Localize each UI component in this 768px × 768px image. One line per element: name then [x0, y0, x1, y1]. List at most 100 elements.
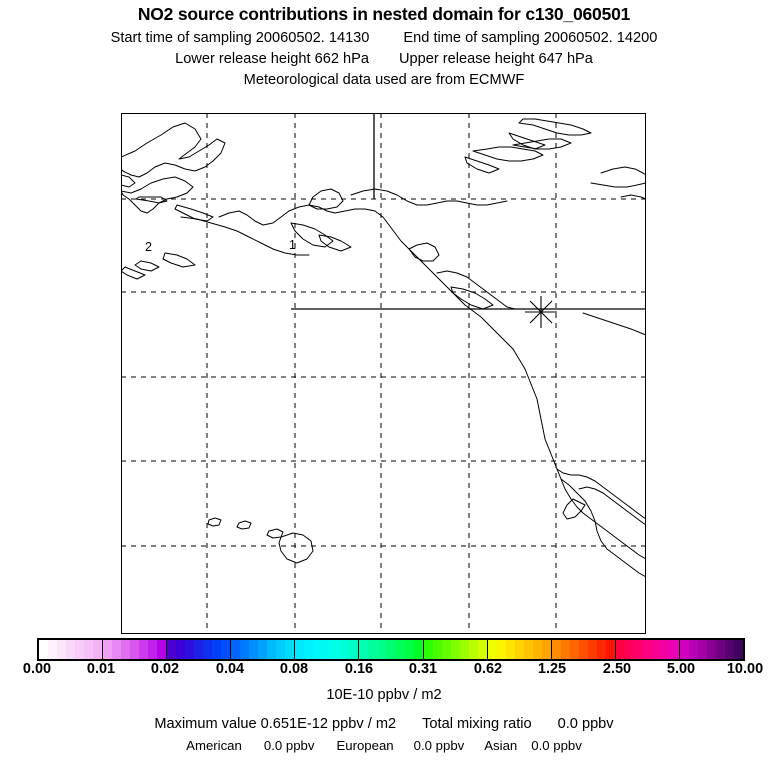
page-title: NO2 source contributions in nested domai…: [137, 4, 631, 24]
colorbar-tick-1: 0.01: [86, 661, 116, 677]
colorbar-band-7-2: [505, 640, 515, 659]
colorbar-band-2-6: [221, 640, 231, 659]
colorbar-band-3-0: [231, 640, 241, 659]
colorbar-band-1-6: [157, 640, 167, 659]
colorbar-band-2-3: [194, 640, 204, 659]
colorbar-band-5-0: [359, 640, 369, 659]
colorbar-band-2-2: [185, 640, 195, 659]
colorbar-band-0-0: [39, 640, 49, 659]
plot-header: NO2 source contributions in nested domai…: [0, 0, 768, 88]
colorbar-band-8-5: [596, 640, 606, 659]
colorbar-band-0-1: [48, 640, 58, 659]
colorbar-band-2-1: [176, 640, 186, 659]
colorbar-band-4-4: [331, 640, 341, 659]
colorbar-band-3-3: [258, 640, 268, 659]
colorbar-tick-3: 0.04: [215, 661, 245, 677]
map-panel[interactable]: 1 2: [121, 113, 646, 634]
colorbar-band-0-6: [93, 640, 103, 659]
colorbar-band-9-2: [633, 640, 643, 659]
colorbar-band-10-4: [716, 640, 726, 659]
colorbar-tick-11: 10.00: [726, 661, 764, 677]
colorbar-band-5-6: [413, 640, 423, 659]
colorbar-band-5-5: [404, 640, 414, 659]
colorbar-segment-0: [39, 640, 104, 659]
map-coastlines: [121, 118, 646, 578]
colorbar-band-7-5: [532, 640, 542, 659]
colorbar-segment-5: [359, 640, 424, 659]
colorbar-band-3-5: [276, 640, 286, 659]
map-frame: [121, 113, 646, 634]
colorbar-tick-4: 0.08: [279, 661, 309, 677]
colorbar-tick-5: 0.16: [344, 661, 374, 677]
colorbar-band-9-6: [669, 640, 679, 659]
colorbar-band-10-1: [688, 640, 698, 659]
colorbar-band-10-0: [679, 640, 689, 659]
colorbar-band-1-2: [121, 640, 131, 659]
colorbar-segment-4: [295, 640, 360, 659]
colorbar-band-3-2: [249, 640, 259, 659]
grid-label-1: 1: [289, 238, 296, 252]
european-value: 0.0 ppbv: [413, 738, 465, 753]
colorbar-segment-7: [487, 640, 552, 659]
colorbar-band-1-1: [112, 640, 122, 659]
colorbar-band-4-3: [322, 640, 332, 659]
colorbar-band-8-4: [587, 640, 597, 659]
grid-label-2: 2: [145, 240, 152, 254]
lower-release-height-label: Lower release height 662 hPa: [175, 51, 369, 67]
release-site-star: [525, 296, 557, 328]
colorbar-band-9-1: [624, 640, 634, 659]
colorbar-band-7-4: [523, 640, 533, 659]
colorbar-segment-6: [423, 640, 488, 659]
colorbar-band-5-4: [395, 640, 405, 659]
colorbar-band-0-3: [66, 640, 76, 659]
colorbar-band-0-5: [84, 640, 94, 659]
met-data-label: Meteorological data used are from ECMWF: [243, 72, 525, 88]
colorbar-band-4-6: [349, 640, 359, 659]
colorbar-band-2-4: [203, 640, 213, 659]
summary-line: Maximum value 0.651E-12 ppbv / m2 Total m…: [0, 716, 768, 732]
colorbar-band-6-5: [468, 640, 478, 659]
colorbar-band-1-5: [148, 640, 158, 659]
american-value: 0.0 ppbv: [263, 738, 315, 753]
maximum-value-label: Maximum value 0.651E-12 ppbv / m2: [154, 716, 397, 732]
colorbar-segment-8: [551, 640, 616, 659]
sampling-time-line: Start time of sampling 20060502. 14130 En…: [0, 30, 768, 46]
colorbar-band-6-2: [441, 640, 451, 659]
colorbar-band-7-3: [514, 640, 524, 659]
colorbar-segment-3: [231, 640, 296, 659]
colorbar-tick-2: 0.02: [150, 661, 180, 677]
colorbar-band-3-4: [267, 640, 277, 659]
colorbar-segment-9: [615, 640, 680, 659]
colorbar-tick-10: 5.00: [666, 661, 696, 677]
colorbar-band-3-6: [285, 640, 295, 659]
colorbar-band-10-6: [734, 640, 744, 659]
colorbar-gradient[interactable]: [37, 638, 745, 661]
map-boundaries: [291, 113, 646, 310]
regional-contributions-line: American 0.0 ppbv European 0.0 ppbv Asian 0.0…: [0, 738, 768, 753]
american-label: American: [186, 738, 242, 753]
colorbar-unit-label: 10E-10 ppbv / m2: [326, 687, 442, 703]
colorbar-band-7-1: [496, 640, 506, 659]
colorbar-band-6-1: [432, 640, 442, 659]
colorbar-band-8-1: [560, 640, 570, 659]
release-height-line: Lower release height 662 hPa Upper releas…: [0, 51, 768, 67]
total-mixing-ratio-value: 0.0 ppbv: [557, 716, 614, 732]
colorbar-band-6-0: [423, 640, 433, 659]
european-label: European: [336, 738, 394, 753]
colorbar-band-5-3: [386, 640, 396, 659]
end-time-label: End time of sampling 20060502. 14200: [403, 30, 658, 46]
colorbar-band-4-2: [313, 640, 323, 659]
colorbar-tick-7: 0.62: [473, 661, 503, 677]
colorbar-band-7-0: [487, 640, 497, 659]
total-mixing-ratio-label: Total mixing ratio: [422, 716, 532, 732]
colorbar-band-9-3: [642, 640, 652, 659]
start-time-label: Start time of sampling 20060502. 14130: [110, 30, 370, 46]
colorbar-band-5-1: [368, 640, 378, 659]
plot-footer: Maximum value 0.651E-12 ppbv / m2 Total m…: [0, 716, 768, 753]
colorbar[interactable]: [37, 638, 745, 661]
colorbar-band-5-2: [377, 640, 387, 659]
asian-value: 0.0 ppbv: [531, 738, 582, 753]
colorbar-segment-2: [167, 640, 232, 659]
colorbar-band-0-4: [75, 640, 85, 659]
colorbar-band-0-2: [57, 640, 67, 659]
